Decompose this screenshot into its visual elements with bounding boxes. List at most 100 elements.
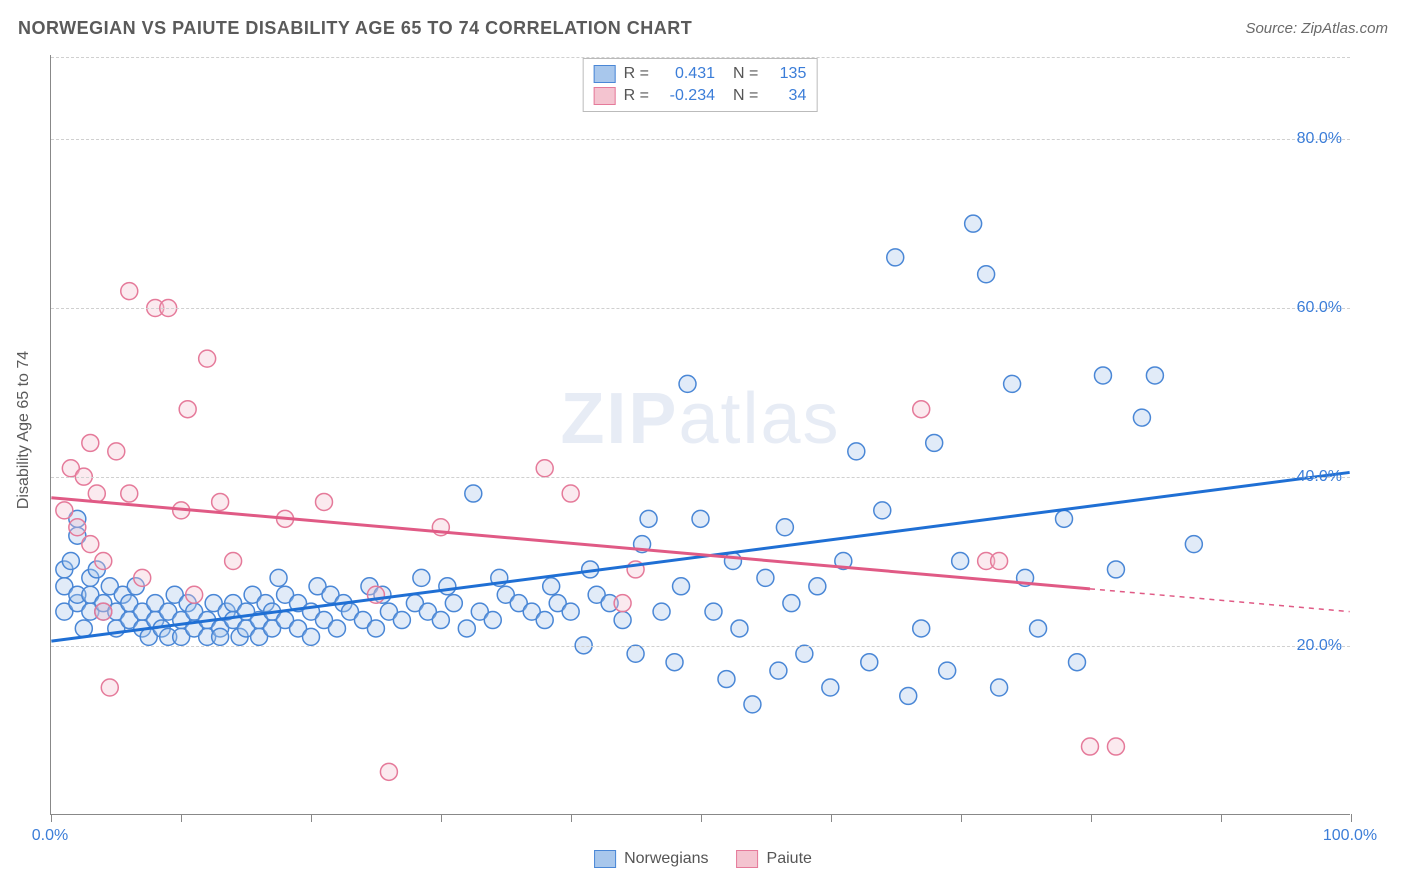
data-point <box>1094 367 1111 384</box>
data-point <box>874 502 891 519</box>
data-point <box>439 578 456 595</box>
x-tick-label: 100.0% <box>1323 827 1377 845</box>
data-point <box>413 569 430 586</box>
y-tick-label: 60.0% <box>1297 299 1342 317</box>
data-point <box>270 569 287 586</box>
chart-area: ZIPatlas 20.0%40.0%60.0%80.0% R = 0.431 … <box>50 55 1350 815</box>
data-point <box>62 553 79 570</box>
data-point <box>666 654 683 671</box>
data-point <box>991 553 1008 570</box>
chart-header: NORWEGIAN VS PAIUTE DISABILITY AGE 65 TO… <box>18 18 1388 39</box>
data-point <box>1069 654 1086 671</box>
x-tick <box>441 814 442 822</box>
legend-bottom-swatch-0 <box>594 850 616 868</box>
trend-line-dashed <box>1090 589 1350 612</box>
data-point <box>776 519 793 536</box>
data-point <box>913 401 930 418</box>
data-point <box>95 553 112 570</box>
data-point <box>1056 510 1073 527</box>
data-point <box>627 645 644 662</box>
chart-title: NORWEGIAN VS PAIUTE DISABILITY AGE 65 TO… <box>18 18 692 39</box>
legend-bottom-label-1: Paiute <box>767 850 812 868</box>
data-point <box>69 519 86 536</box>
x-tick-label: 0.0% <box>32 827 68 845</box>
data-point <box>952 553 969 570</box>
trend-line <box>51 498 1090 589</box>
data-point <box>705 603 722 620</box>
legend-item-1: Paiute <box>737 850 812 868</box>
data-point <box>848 443 865 460</box>
data-point <box>965 215 982 232</box>
legend-bottom-label-0: Norwegians <box>624 850 708 868</box>
data-point <box>1107 738 1124 755</box>
data-point <box>88 485 105 502</box>
data-point <box>303 628 320 645</box>
data-point <box>887 249 904 266</box>
data-point <box>108 443 125 460</box>
data-point <box>134 569 151 586</box>
data-point <box>718 671 735 688</box>
legend-item-0: Norwegians <box>594 850 708 868</box>
data-point <box>692 510 709 527</box>
gridline-h <box>51 477 1350 478</box>
gridline-h <box>51 646 1350 647</box>
legend-row-0: R = 0.431 N = 135 <box>594 63 807 85</box>
data-point <box>562 485 579 502</box>
data-point <box>380 763 397 780</box>
data-point <box>757 569 774 586</box>
data-point <box>900 687 917 704</box>
legend-n-val-1: 34 <box>766 87 806 105</box>
data-point <box>82 536 99 553</box>
data-point <box>367 620 384 637</box>
x-tick <box>1091 814 1092 822</box>
chart-source: Source: ZipAtlas.com <box>1245 20 1388 37</box>
data-point <box>1146 367 1163 384</box>
data-point <box>796 645 813 662</box>
legend-n-label-0: N = <box>733 65 758 83</box>
y-tick-label: 80.0% <box>1297 130 1342 148</box>
data-point <box>822 679 839 696</box>
data-point <box>536 612 553 629</box>
data-point <box>562 603 579 620</box>
gridline-h <box>51 139 1350 140</box>
data-point <box>186 586 203 603</box>
data-point <box>809 578 826 595</box>
data-point <box>640 510 657 527</box>
data-point <box>393 612 410 629</box>
legend-n-val-0: 135 <box>766 65 806 83</box>
data-point <box>179 401 196 418</box>
data-point <box>484 612 501 629</box>
data-point <box>458 620 475 637</box>
legend-r-label-0: R = <box>624 65 649 83</box>
data-point <box>121 283 138 300</box>
data-point <box>1107 561 1124 578</box>
data-point <box>724 553 741 570</box>
x-tick <box>1221 814 1222 822</box>
data-point <box>913 620 930 637</box>
data-point <box>465 485 482 502</box>
plot-svg <box>51 55 1350 814</box>
legend-r-val-1: -0.234 <box>657 87 715 105</box>
data-point <box>212 493 229 510</box>
data-point <box>225 553 242 570</box>
legend-row-1: R = -0.234 N = 34 <box>594 85 807 107</box>
data-point <box>770 662 787 679</box>
x-tick <box>961 814 962 822</box>
legend-swatch-0 <box>594 65 616 83</box>
data-point <box>1004 375 1021 392</box>
plot-frame: ZIPatlas 20.0%40.0%60.0%80.0% <box>50 55 1350 815</box>
data-point <box>614 612 631 629</box>
data-point <box>536 460 553 477</box>
data-point <box>316 493 333 510</box>
x-tick <box>311 814 312 822</box>
trend-line <box>51 472 1349 641</box>
data-point <box>939 662 956 679</box>
data-point <box>56 502 73 519</box>
data-point <box>653 603 670 620</box>
legend-r-val-0: 0.431 <box>657 65 715 83</box>
y-axis-title: Disability Age 65 to 74 <box>15 351 33 509</box>
data-point <box>82 434 99 451</box>
x-tick <box>1351 814 1352 822</box>
data-point <box>1030 620 1047 637</box>
y-tick-label: 40.0% <box>1297 468 1342 486</box>
